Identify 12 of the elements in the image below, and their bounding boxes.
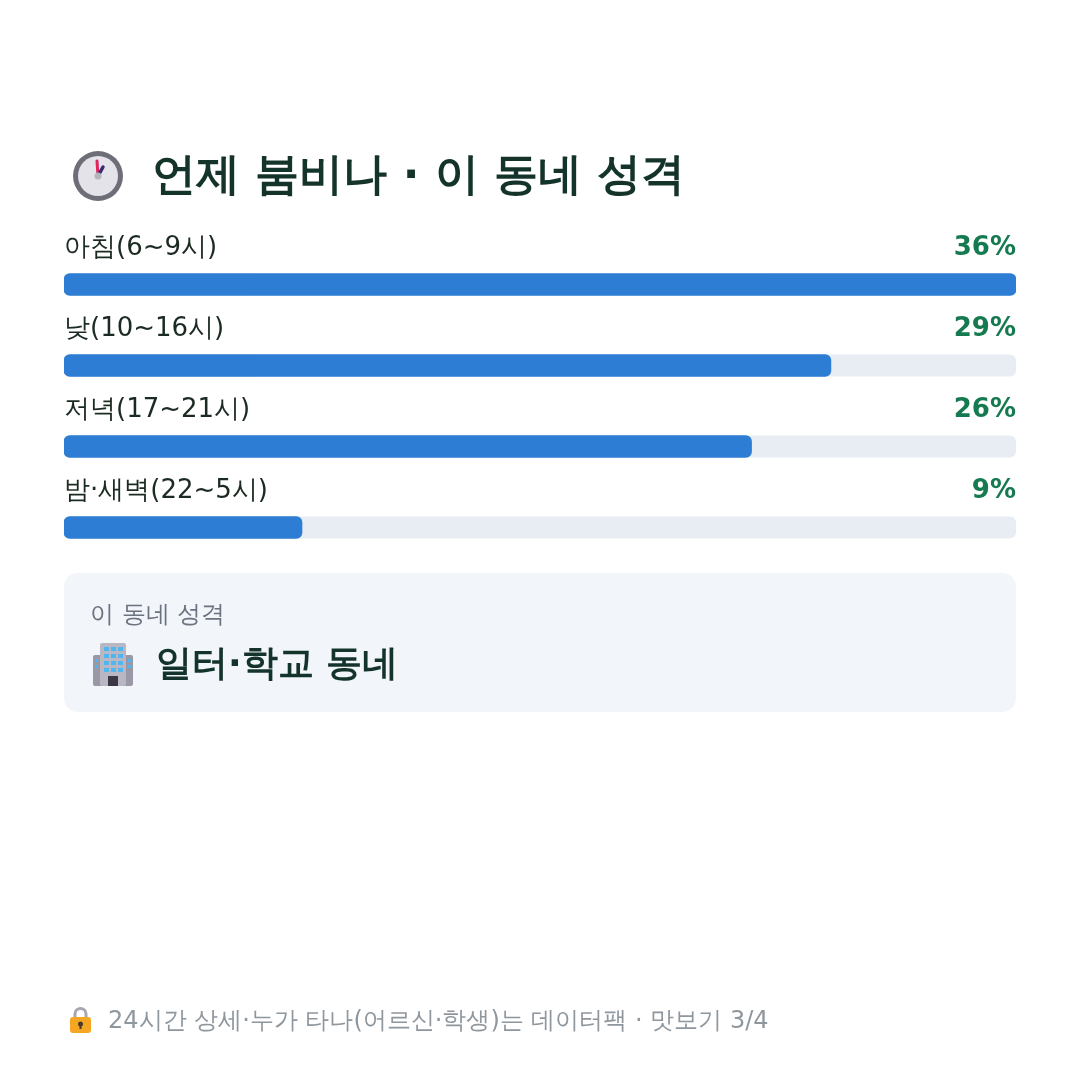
y-tick-label: 아침(6~9시) [64,231,218,262]
y-tick-label: 저녁(17~21시) [64,393,251,424]
text: 24시간 상세·누가 타나(어르신·학생)는 데이터팩 · 맛보기 3/4 [108,1005,769,1036]
data-label: 26% [953,393,1016,424]
data-label: 9% [971,474,1016,505]
text: 일터·학교 동네 [156,641,399,685]
data-label: 29% [953,312,1016,343]
chart-title: 언제 붐비나 · 이 동네 성격 [152,147,686,201]
y-tick-label: 낮(10~16시) [64,312,225,343]
data-label: 36% [953,231,1016,262]
y-tick-label: 밤·새벽(22~5시) [64,474,268,505]
text: 이 동네 성격 [90,599,226,630]
